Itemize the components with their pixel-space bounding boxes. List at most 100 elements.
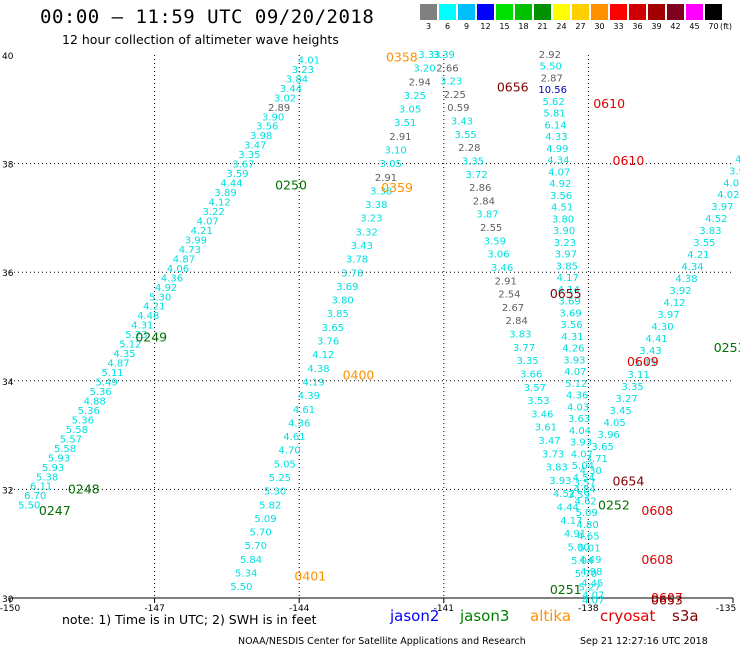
wave-height-value: 6.14 [544,120,566,131]
wave-height-value: 4.28 [735,154,740,165]
wave-height-value: 2.86 [469,183,491,194]
wave-height-value: 4.07 [571,449,593,460]
legend-swatch [496,4,513,20]
wave-height-value: 0.59 [447,103,469,114]
legend-label: 21 [537,22,548,31]
wave-height-value: 3.35 [238,150,260,161]
pass-time-label: 0656 [497,80,529,95]
wave-height-value: 5.12 [565,379,587,390]
wave-height-value: 3.69 [336,282,358,293]
wave-height-value: 4.45 [581,579,603,590]
wave-height-value: 3.43 [351,241,373,252]
wave-height-value: 3.38 [370,186,392,197]
wave-height-value: 3.97 [711,202,733,213]
wave-height-value: 4.17 [560,516,582,527]
wave-height-value: 5.50 [540,62,562,73]
wave-height-value: 4.06 [167,264,189,275]
wave-height-value: 4.44 [557,503,579,514]
wave-height-value: 3.73 [542,449,564,460]
pass-time-label: 0252 [598,498,630,513]
wave-height-value: 3.39 [433,50,455,61]
wave-height-value: 5.30 [264,487,286,498]
wave-height-value: 4.98 [580,567,602,578]
pass-time-label: 0655 [550,286,582,301]
wave-height-value: 3.23 [554,238,576,249]
legend-label: 36 [632,22,643,31]
wave-height-value: 4.02 [717,190,739,201]
legend-swatch [610,4,627,20]
track-t2: 5.50 5.34 5.84 5.70 5.70 5.09 5.82 5.30 5.25 5.05… [230,50,440,593]
wave-height-value: 5.11 [101,368,123,379]
pass-time-label: 0248 [68,481,100,496]
wave-height-value: 3.59 [568,490,590,501]
wave-height-value: 4.04 [569,426,591,437]
wave-height-value: 4.49 [579,555,601,566]
wave-height-value: 4.51 [551,203,573,214]
wave-height-value: 3.43 [633,358,655,369]
wave-height-value: 3.97 [729,166,740,177]
time-labels: 0250 0249 0248 0247 0358 0359 0400 0401 0656 0610… [39,50,740,608]
legend-swatch [477,4,494,20]
wave-height-value: 3.46 [531,409,553,420]
wave-height-value: 3.59 [226,169,248,180]
wave-height-value: 4.03 [567,402,589,413]
wave-height-value: 2.91 [375,173,397,184]
wave-height-value: 5.36 [72,415,94,426]
track-t3: 4.075.275.705.045.004.914.174.444.523.93… [433,50,605,607]
wave-height-value: 4.38 [307,364,329,375]
wave-height-value: 4.14 [558,285,580,296]
wave-height-value: 4.21 [191,226,213,237]
wave-height-value: 4.80 [576,520,598,531]
wave-height-value: 5.25 [269,473,291,484]
wave-height-value: 3.99 [185,235,207,246]
wave-height-value: 3.83 [509,330,531,341]
wave-height-value: 3.23 [440,77,462,88]
wave-height-value: 3.05 [380,159,402,170]
wave-height-value: 4.87 [107,359,129,370]
wave-height-value: 4.91 [564,529,586,540]
map-subtitle: 12 hour collection of altimeter wave hei… [62,32,339,47]
wave-height-value: 3.90 [262,112,284,123]
wave-height-value: 3.23 [360,214,382,225]
wave-height-value: 4.54 [573,473,595,484]
wave-height-value: 5.27 [578,582,600,593]
altimeter-tracks: 5.506.706.115.385.935.935.585.575.585.36… [18,50,740,607]
wave-height-value: 4.48 [137,311,159,322]
wave-height-value: 3.46 [491,263,513,274]
wave-height-value: 4.31 [131,321,153,332]
wave-height-value: 3.80 [552,214,574,225]
wave-height-value: 3.25 [404,91,426,102]
wave-height-value: 4.39 [298,391,320,402]
wave-height-value: 3.85 [327,309,349,320]
legend-label: 42 [670,22,681,31]
wave-height-value: 3.06 [487,250,509,261]
pass-time-label: 0610 [593,96,625,111]
wave-height-value: 3.93 [563,355,585,366]
wave-height-value: 3.55 [693,238,715,249]
y-tick-label: 34 [2,378,14,388]
wave-height-value: 4.99 [546,144,568,155]
wave-height-value: 4.36 [566,391,588,402]
wave-height-value: 3.84 [286,74,308,85]
wave-height-value: 3.87 [476,210,498,221]
y-tick-label: 40 [2,52,14,62]
wave-height-value: 6.70 [24,491,46,502]
wave-height-value: 3.20 [413,64,435,75]
wave-height-value: 4.07 [582,596,604,607]
pass-time-label: 0608 [641,503,673,518]
wave-height-value: 3.93 [570,438,592,449]
wave-height-value: 3.83 [546,463,568,474]
legend-label: 3 [425,22,432,31]
wave-height-value: 3.76 [317,337,339,348]
pass-time-label: 0358 [386,50,418,65]
x-tick-label: -141 [434,604,454,614]
wave-height-value: 3.59 [484,236,506,247]
wave-height-value: 4.26 [562,344,584,355]
wave-height-value: 3.98 [250,131,272,142]
wave-height-value: 3.69 [559,297,581,308]
wave-height-value: 4.38 [675,274,697,285]
legend-swatch [420,4,437,20]
wave-height-value: 3.43 [639,346,661,357]
wave-height-value: 5.81 [543,109,565,120]
wave-height-value: 4.70 [278,446,300,457]
